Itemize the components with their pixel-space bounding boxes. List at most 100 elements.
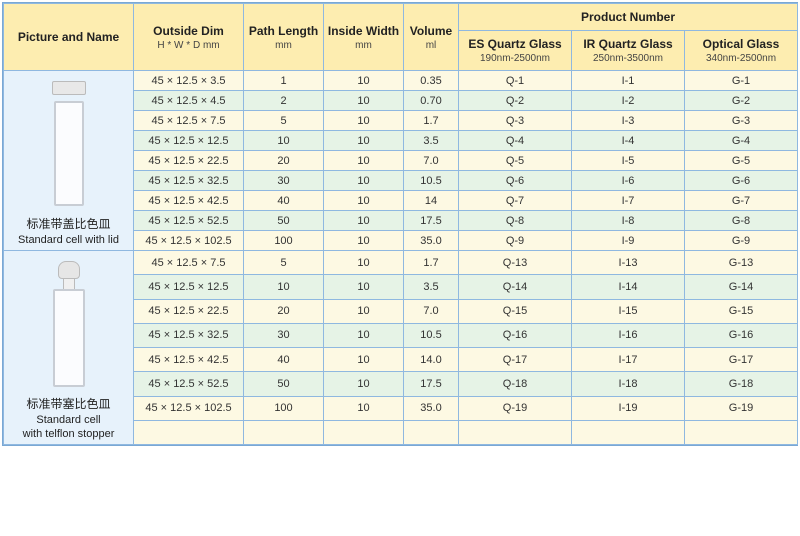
table-cell: I-16 xyxy=(572,323,685,347)
table-cell: 10.5 xyxy=(404,323,459,347)
product-image-cell-stopper: 标准带塞比色皿 Standard cell with telflon stopper xyxy=(4,251,134,445)
table-cell: Q-8 xyxy=(459,211,572,231)
table-cell: 10 xyxy=(324,231,404,251)
table-cell: 10 xyxy=(324,211,404,231)
table-cell: 30 xyxy=(244,323,324,347)
table-cell: I-14 xyxy=(572,275,685,299)
table-cell: I-19 xyxy=(572,396,685,420)
table-cell: G-14 xyxy=(685,275,798,299)
table-cell: 1.7 xyxy=(404,251,459,275)
table-cell: 20 xyxy=(244,299,324,323)
hdr-iw-sub: mm xyxy=(326,40,401,51)
table-cell: 1.7 xyxy=(404,111,459,131)
table-cell: 45 × 12.5 × 7.5 xyxy=(134,251,244,275)
table-cell: 10 xyxy=(324,299,404,323)
table-cell: 45 × 12.5 × 32.5 xyxy=(134,171,244,191)
table-cell: 50 xyxy=(244,372,324,396)
product-name-en: Standard cell xyxy=(8,414,129,426)
table-cell: 10 xyxy=(324,151,404,171)
hdr-ir-sub: 250nm-3500nm xyxy=(574,53,682,64)
table-cell xyxy=(685,420,798,444)
table-cell: 45 × 12.5 × 102.5 xyxy=(134,396,244,420)
table-cell: 45 × 12.5 × 3.5 xyxy=(134,71,244,91)
hdr-path-length: Path Length mm xyxy=(244,4,324,71)
table-cell: 10 xyxy=(324,171,404,191)
table-cell: 35.0 xyxy=(404,231,459,251)
table-cell: I-4 xyxy=(572,131,685,151)
table-cell: G-7 xyxy=(685,191,798,211)
cuvette-lid-icon xyxy=(51,81,87,211)
table-cell: G-3 xyxy=(685,111,798,131)
table-cell: G-1 xyxy=(685,71,798,91)
table-cell: I-6 xyxy=(572,171,685,191)
table-cell: G-9 xyxy=(685,231,798,251)
table-cell: 45 × 12.5 × 42.5 xyxy=(134,191,244,211)
table-cell: 100 xyxy=(244,231,324,251)
table-cell: G-5 xyxy=(685,151,798,171)
table-cell: 14.0 xyxy=(404,348,459,372)
table-cell: I-3 xyxy=(572,111,685,131)
table-cell: Q-4 xyxy=(459,131,572,151)
product-name-cn: 标准带盖比色皿 xyxy=(8,215,129,232)
table-cell: I-1 xyxy=(572,71,685,91)
table-cell: 10 xyxy=(324,251,404,275)
table-cell: Q-15 xyxy=(459,299,572,323)
product-image-cell-lid: 标准带盖比色皿 Standard cell with lid xyxy=(4,71,134,251)
table-cell: G-17 xyxy=(685,348,798,372)
table-cell: 45 × 12.5 × 22.5 xyxy=(134,151,244,171)
table-cell: G-15 xyxy=(685,299,798,323)
table-cell: I-15 xyxy=(572,299,685,323)
table-cell: I-9 xyxy=(572,231,685,251)
table-cell: 45 × 12.5 × 12.5 xyxy=(134,131,244,151)
table-cell: 10 xyxy=(324,372,404,396)
product-name-en: with telflon stopper xyxy=(8,428,129,440)
table-cell xyxy=(459,420,572,444)
table-cell: 50 xyxy=(244,211,324,231)
table-cell: 17.5 xyxy=(404,372,459,396)
hdr-es-label: ES Quartz Glass xyxy=(468,37,561,51)
hdr-outside-dim: Outside Dim H * W * D mm xyxy=(134,4,244,71)
table-cell: 30 xyxy=(244,171,324,191)
table-cell: 10 xyxy=(324,323,404,347)
hdr-iw-label: Inside Width xyxy=(328,24,399,38)
table-cell: 10 xyxy=(324,91,404,111)
table-cell: Q-2 xyxy=(459,91,572,111)
hdr-product-number: Product Number xyxy=(459,4,798,31)
table-cell xyxy=(244,420,324,444)
table-cell: 45 × 12.5 × 4.5 xyxy=(134,91,244,111)
table-header: Picture and Name Outside Dim H * W * D m… xyxy=(4,4,798,71)
hdr-picture: Picture and Name xyxy=(4,4,134,71)
table-cell: Q-16 xyxy=(459,323,572,347)
hdr-pl-sub: mm xyxy=(246,40,321,51)
hdr-og-label: Optical Glass xyxy=(703,37,780,51)
table-cell: 0.70 xyxy=(404,91,459,111)
table-cell: 45 × 12.5 × 42.5 xyxy=(134,348,244,372)
table-cell: 10 xyxy=(324,396,404,420)
table-cell: I-17 xyxy=(572,348,685,372)
table-cell: 5 xyxy=(244,111,324,131)
table-row: 标准带盖比色皿Standard cell with lid45 × 12.5 ×… xyxy=(4,71,798,91)
table-cell: G-4 xyxy=(685,131,798,151)
table-cell: Q-5 xyxy=(459,151,572,171)
table-cell: G-13 xyxy=(685,251,798,275)
table-cell: I-13 xyxy=(572,251,685,275)
hdr-vol-label: Volume xyxy=(410,24,452,38)
table-cell: 45 × 12.5 × 22.5 xyxy=(134,299,244,323)
hdr-vol-sub: ml xyxy=(406,40,456,51)
table-cell: 45 × 12.5 × 102.5 xyxy=(134,231,244,251)
table-cell xyxy=(404,420,459,444)
table-cell: I-8 xyxy=(572,211,685,231)
table-cell: I-2 xyxy=(572,91,685,111)
hdr-optical-glass: Optical Glass 340nm-2500nm xyxy=(685,31,798,71)
product-name-cn: 标准带塞比色皿 xyxy=(8,395,129,412)
table-cell: 10 xyxy=(324,131,404,151)
spec-table-container: Picture and Name Outside Dim H * W * D m… xyxy=(2,2,798,446)
table-cell: 35.0 xyxy=(404,396,459,420)
table-cell: 7.0 xyxy=(404,151,459,171)
table-cell: 45 × 12.5 × 12.5 xyxy=(134,275,244,299)
hdr-od-sub: H * W * D mm xyxy=(136,40,241,51)
table-cell: Q-6 xyxy=(459,171,572,191)
product-name-en: Standard cell with lid xyxy=(8,234,129,246)
hdr-es-quartz: ES Quartz Glass 190nm-2500nm xyxy=(459,31,572,71)
table-cell: 10 xyxy=(324,71,404,91)
